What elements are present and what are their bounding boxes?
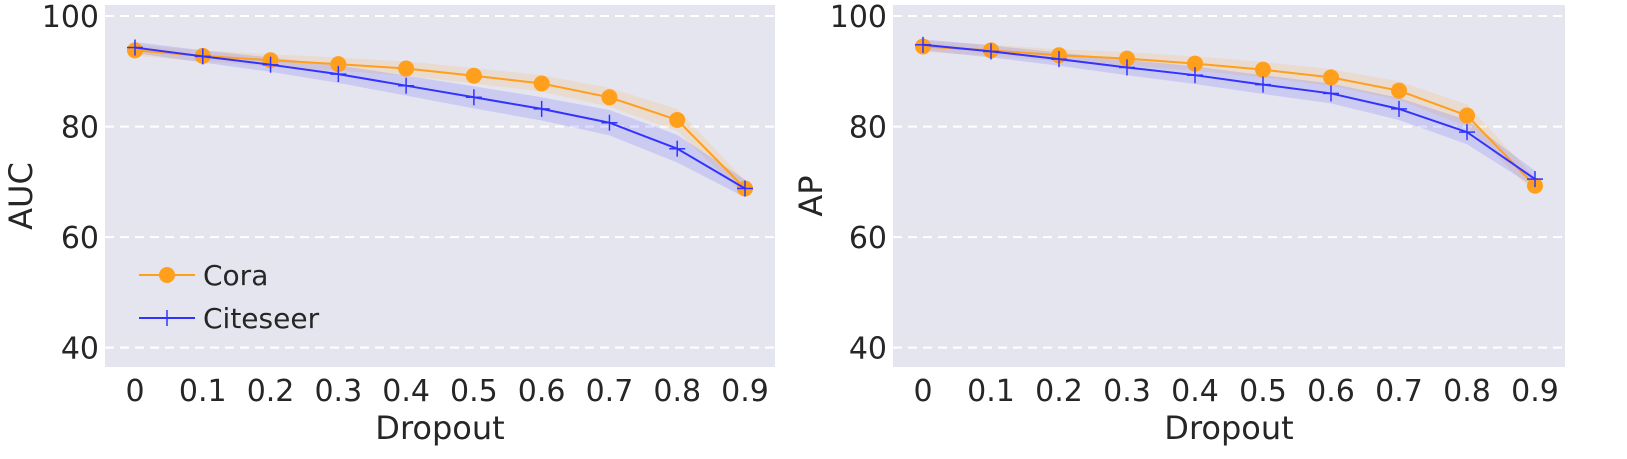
y-axis-label: AUC — [2, 162, 40, 230]
data-point-citeseer — [194, 48, 211, 65]
x-tick-label: 0 — [913, 374, 932, 409]
confidence-band-cora — [923, 40, 1535, 194]
y-tick-label: 60 — [849, 221, 887, 256]
plot-area — [105, 5, 775, 367]
data-point-citeseer — [669, 140, 686, 157]
data-point-citeseer — [127, 39, 143, 56]
series-line-cora — [134, 49, 746, 190]
legend-label-citeseer: Citeseer — [203, 302, 320, 335]
y-tick-label: 100 — [42, 0, 99, 35]
data-point-cora — [1255, 61, 1271, 78]
data-point-citeseer — [983, 43, 999, 60]
data-point-citeseer — [330, 66, 347, 83]
x-tick-label: 0.3 — [314, 374, 362, 409]
legend-marker-cora — [159, 267, 175, 283]
data-point-citeseer — [1255, 76, 1271, 93]
data-point-citeseer — [1051, 51, 1067, 68]
y-tick-label: 80 — [849, 111, 887, 146]
x-tick-label: 0.5 — [450, 374, 498, 409]
x-tick-label: 0.9 — [721, 374, 769, 409]
x-tick-label: 0.2 — [247, 374, 295, 409]
data-point-citeseer — [601, 114, 618, 131]
x-axis-label: Dropout — [375, 409, 504, 447]
x-tick-label: 0.1 — [179, 374, 227, 409]
data-point-citeseer — [1119, 59, 1135, 76]
legend-label-cora: Cora — [203, 259, 268, 292]
x-tick-label: 0.2 — [1035, 374, 1083, 409]
y-tick-label: 60 — [61, 221, 99, 256]
chart-panel-2: 40 60 80 100 0 0.1 0.2 0.3 0.4 0.5 0.6 0.7 0.8 0.9 Dro… — [792, 0, 1565, 447]
chart-panel-1: 40 60 80 100 0 0.1 0.2 0.3 0.4 0.5 0.6 0.7 0.8 0.9 Dro… — [2, 0, 775, 447]
data-point-cora — [465, 67, 482, 84]
series-line-citeseer — [134, 46, 746, 190]
data-point-cora — [330, 56, 347, 73]
data-point-cora — [533, 75, 550, 92]
legend: Cora Citeseer — [139, 259, 320, 335]
x-tick-label: 0.7 — [586, 374, 634, 409]
data-point-cora — [1391, 82, 1407, 99]
data-point-citeseer — [533, 100, 550, 117]
y-tick-label: 40 — [61, 332, 99, 367]
data-point-citeseer — [398, 77, 415, 94]
data-point-citeseer — [465, 89, 482, 106]
data-point-cora — [1119, 50, 1135, 67]
x-tick-label: 0.5 — [1239, 374, 1287, 409]
data-point-cora — [601, 89, 618, 106]
y-axis-label: AP — [792, 175, 830, 216]
x-tick-label: 0.1 — [967, 374, 1015, 409]
x-tick-label: 0.9 — [1511, 374, 1559, 409]
x-tick-label: 0.4 — [1171, 374, 1219, 409]
data-point-citeseer — [1527, 171, 1543, 188]
x-tick-label: 0 — [125, 374, 144, 409]
x-tick-label: 0.8 — [1443, 374, 1491, 409]
plot-area — [893, 5, 1565, 367]
x-tick-label: 0.4 — [382, 374, 430, 409]
series-line-citeseer — [922, 43, 1536, 180]
x-tick-label: 0.7 — [1375, 374, 1423, 409]
data-point-citeseer — [737, 180, 753, 197]
x-tick-label: 0.8 — [653, 374, 701, 409]
data-point-citeseer — [1187, 67, 1203, 84]
data-point-citeseer — [915, 36, 931, 53]
data-point-cora — [1323, 69, 1339, 86]
y-tick-label: 40 — [849, 332, 887, 367]
data-point-citeseer — [1391, 100, 1407, 117]
x-tick-label: 0.3 — [1103, 374, 1151, 409]
data-point-cora — [398, 60, 415, 77]
x-tick-label: 0.6 — [1307, 374, 1355, 409]
series-line-cora — [922, 45, 1536, 187]
data-point-cora — [1459, 107, 1475, 124]
data-point-citeseer — [262, 56, 279, 73]
data-point-cora — [1187, 55, 1203, 72]
x-axis-label: Dropout — [1164, 409, 1293, 447]
data-point-cora — [669, 111, 686, 128]
x-tick-label: 0.6 — [518, 374, 566, 409]
data-point-citeseer — [1459, 124, 1475, 141]
y-tick-label: 100 — [830, 0, 887, 35]
data-point-citeseer — [1323, 85, 1339, 102]
y-tick-label: 80 — [61, 111, 99, 146]
